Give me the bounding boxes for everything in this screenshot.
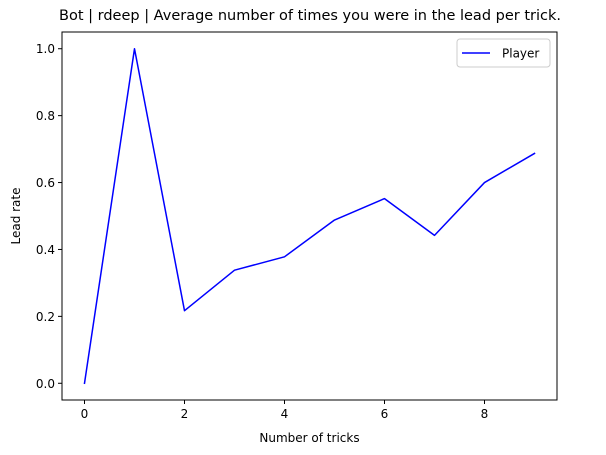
legend-label-player: Player bbox=[502, 47, 539, 61]
y-tick-label: 0.8 bbox=[36, 109, 55, 123]
x-tick-label: 0 bbox=[81, 407, 89, 421]
series-layer bbox=[83, 47, 536, 385]
legend-box bbox=[456, 38, 551, 68]
x-tick-label: 8 bbox=[481, 407, 489, 421]
y-axis-ticks: 0.0 0.2 0.4 0.6 0.8 1.0 bbox=[36, 42, 62, 391]
y-tick-label: 0.2 bbox=[36, 310, 55, 324]
plot-area-frame bbox=[61, 31, 558, 401]
y-tick-label: 0.0 bbox=[36, 377, 55, 391]
x-tick-label: 6 bbox=[381, 407, 389, 421]
x-tick-label: 4 bbox=[281, 407, 289, 421]
legend: Player bbox=[456, 38, 551, 68]
chart-title: Bot | rdeep | Average number of times yo… bbox=[59, 8, 561, 24]
y-tick-label: 1.0 bbox=[36, 42, 55, 56]
y-tick-label: 0.4 bbox=[36, 243, 55, 257]
x-axis-ticks: 0 2 4 6 8 bbox=[81, 400, 489, 421]
y-axis-label: Lead rate bbox=[9, 187, 23, 244]
series-line-player bbox=[83, 47, 536, 385]
y-tick-label: 0.6 bbox=[36, 176, 55, 190]
x-axis-label: Number of tricks bbox=[259, 431, 359, 445]
x-tick-label: 2 bbox=[181, 407, 189, 421]
